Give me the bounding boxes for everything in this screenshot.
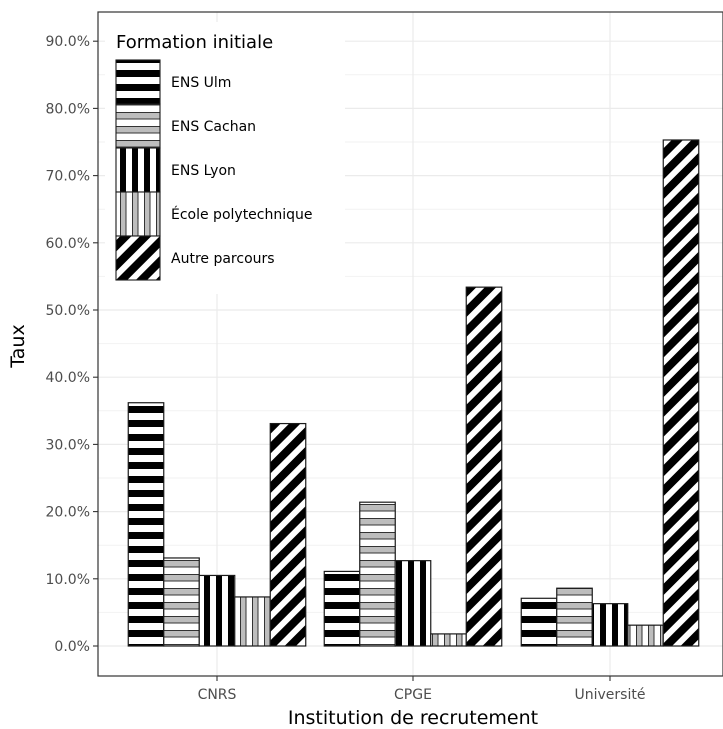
- bar: [198, 574, 236, 647]
- bar: [556, 587, 593, 647]
- bar: [323, 570, 361, 647]
- bar: [127, 402, 165, 647]
- bar: [359, 501, 396, 647]
- bar: [591, 603, 629, 647]
- legend-key: [115, 191, 161, 237]
- y-tick-label: 40.0%: [46, 370, 90, 386]
- legend-label: Autre parcours: [171, 251, 275, 267]
- bar: [520, 597, 558, 647]
- legend-key: [115, 147, 161, 193]
- y-tick-label: 0.0%: [54, 639, 90, 655]
- y-tick-label: 30.0%: [46, 437, 90, 453]
- y-axis-title: Taux: [7, 324, 29, 368]
- bar: [430, 633, 467, 647]
- panel-border: [97, 11, 723, 677]
- bar: [465, 286, 503, 647]
- bar: [394, 560, 432, 647]
- legend-label: École polytechnique: [171, 206, 313, 223]
- legend-label: ENS Ulm: [171, 75, 231, 91]
- bar: [627, 624, 664, 647]
- x-tick-label: Université: [575, 687, 646, 703]
- legend-title: Formation initiale: [116, 32, 273, 53]
- bar: [163, 557, 200, 647]
- x-axis-title: Institution de recrutement: [288, 707, 538, 729]
- y-tick-label: 10.0%: [46, 572, 90, 588]
- legend: Formation initiale ENS Ulm ENS Cachan ENS L…: [105, 22, 345, 294]
- y-tick-label: 50.0%: [46, 303, 90, 319]
- x-tick-label: CPGE: [394, 687, 432, 703]
- legend-label: ENS Cachan: [171, 119, 256, 135]
- bar: [662, 139, 700, 647]
- legend-label: ENS Lyon: [171, 163, 236, 179]
- bar: [269, 422, 307, 647]
- y-tick-label: 20.0%: [46, 505, 90, 521]
- y-tick-label: 80.0%: [46, 101, 90, 117]
- y-tick-label: 90.0%: [46, 34, 90, 50]
- y-tick-label: 60.0%: [46, 236, 90, 252]
- axes: 0.0% 10.0% 20.0% 30.0% 40.0% 50.0% 60.0% 70.0% 8…: [46, 11, 723, 703]
- y-tick-label: 70.0%: [46, 169, 90, 185]
- legend-key: [115, 103, 161, 149]
- legend-key: [115, 235, 161, 281]
- legend-key: [115, 59, 161, 105]
- x-tick-label: CNRS: [198, 687, 237, 703]
- bars: [127, 139, 700, 647]
- bar: [234, 596, 271, 647]
